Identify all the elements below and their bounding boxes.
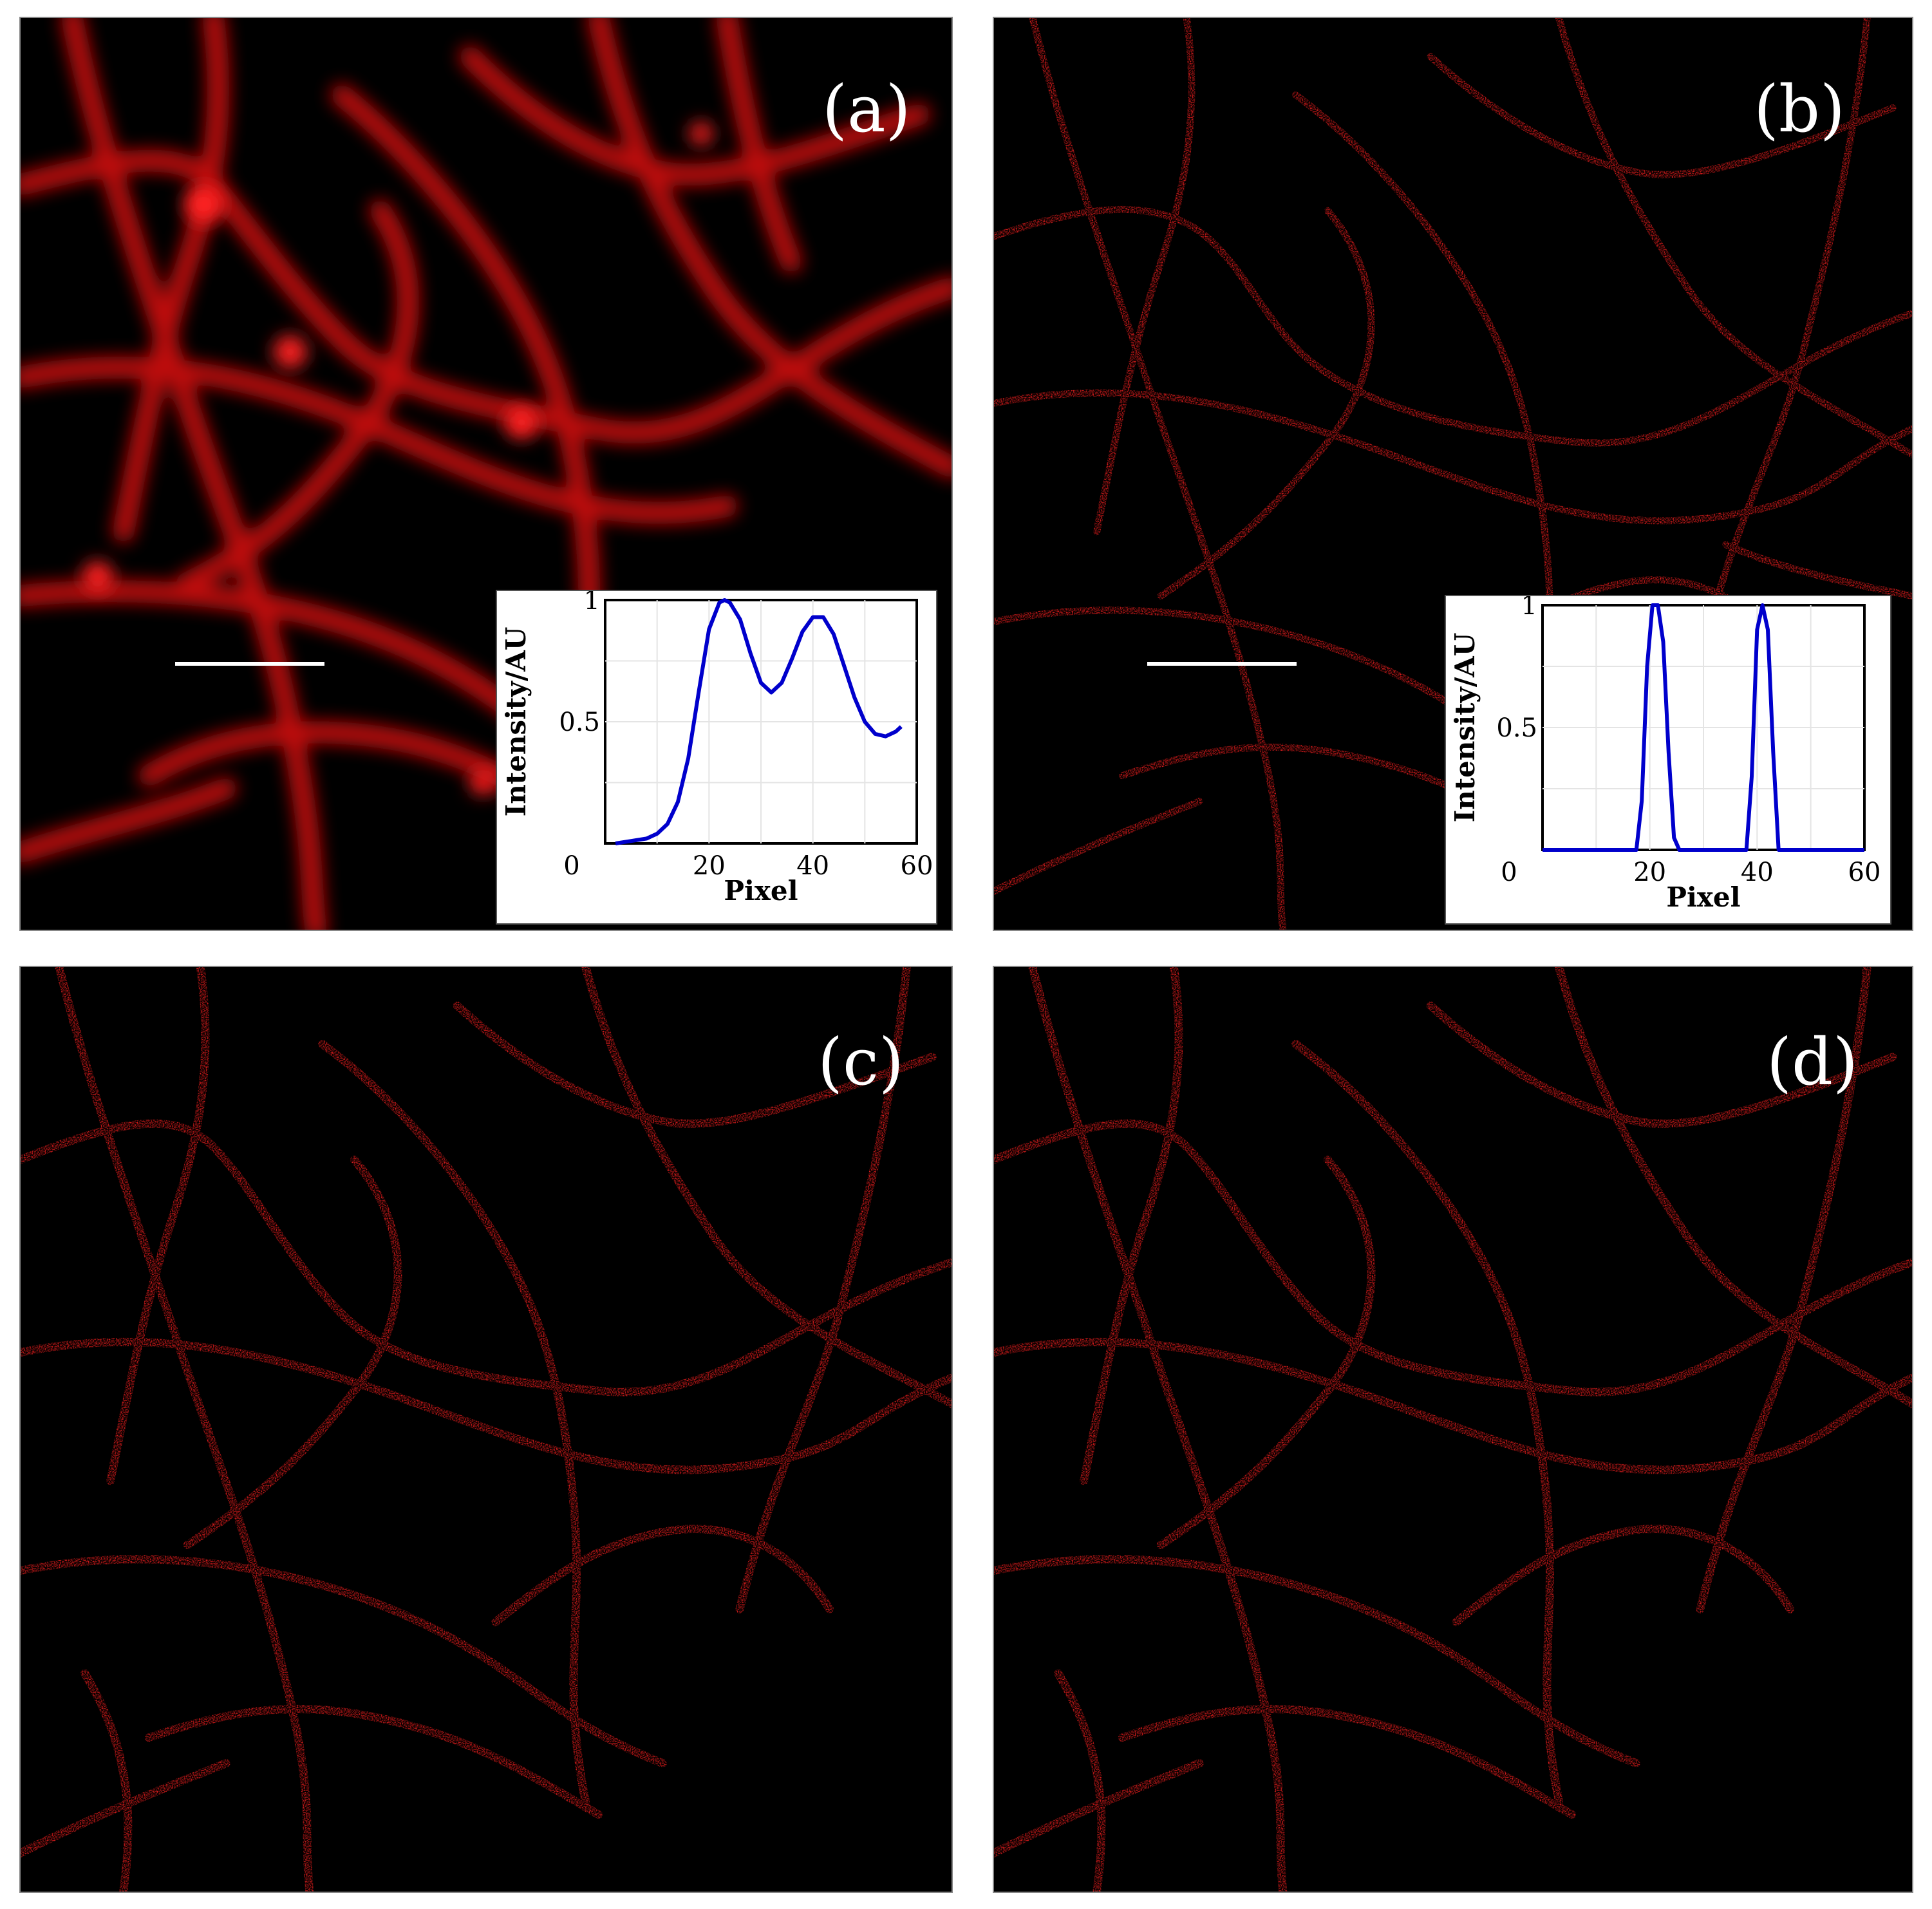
y-axis-label: Intensity/AU <box>1449 633 1481 823</box>
panel-c-filaments <box>21 967 952 1892</box>
panel-b-superres-image: (b) 0 20 40 60 0.5 1 Pixel Intensity/AU <box>993 17 1913 931</box>
y-tick-label: 0.5 <box>1496 713 1537 743</box>
intensity-profile-line <box>615 598 903 845</box>
intensity-profile-chart-a: 0 20 40 60 0.5 1 Pixel Intensity/AU <box>500 591 933 907</box>
panel-c-superres-image: (c) <box>19 966 953 1893</box>
panel-label-d: (d) <box>1767 1024 1859 1100</box>
y-axis-label: Intensity/AU <box>500 627 532 817</box>
panel-label-c: (c) <box>818 1024 905 1100</box>
panel-a-filaments <box>21 18 952 930</box>
x-tick-label: 0 <box>563 851 579 881</box>
panel-label-a: (a) <box>822 71 911 147</box>
panel-a-widefield-image: (a) 0 20 40 60 0.5 1 Pixel Intensity/AU <box>19 17 953 931</box>
y-tick-label: 0.5 <box>559 708 600 737</box>
y-tick-label: 1 <box>584 591 600 616</box>
panel-label-b: (b) <box>1754 71 1846 147</box>
intensity-profile-inset-a: 0 20 40 60 0.5 1 Pixel Intensity/AU <box>496 590 937 925</box>
x-tick-label: 40 <box>1741 858 1774 887</box>
x-tick-label: 60 <box>901 851 933 881</box>
x-axis-label: Pixel <box>1666 881 1740 913</box>
x-tick-label: 0 <box>1501 858 1517 887</box>
scale-bar-a <box>175 662 324 666</box>
scale-bar-b <box>1147 662 1297 666</box>
x-tick-label: 40 <box>796 851 829 881</box>
x-tick-label: 20 <box>693 851 726 881</box>
intensity-profile-inset-b: 0 20 40 60 0.5 1 Pixel Intensity/AU <box>1445 595 1891 925</box>
panel-d-filaments <box>994 967 1912 1892</box>
x-tick-label: 60 <box>1848 858 1881 887</box>
intensity-profile-chart-b: 0 20 40 60 0.5 1 Pixel Intensity/AU <box>1449 596 1881 913</box>
x-axis-label: Pixel <box>724 875 798 907</box>
intensity-profile-line <box>1543 603 1864 852</box>
y-tick-label: 1 <box>1521 596 1537 621</box>
panel-d-superres-image: (d) <box>993 966 1913 1893</box>
x-tick-label: 20 <box>1633 858 1666 887</box>
